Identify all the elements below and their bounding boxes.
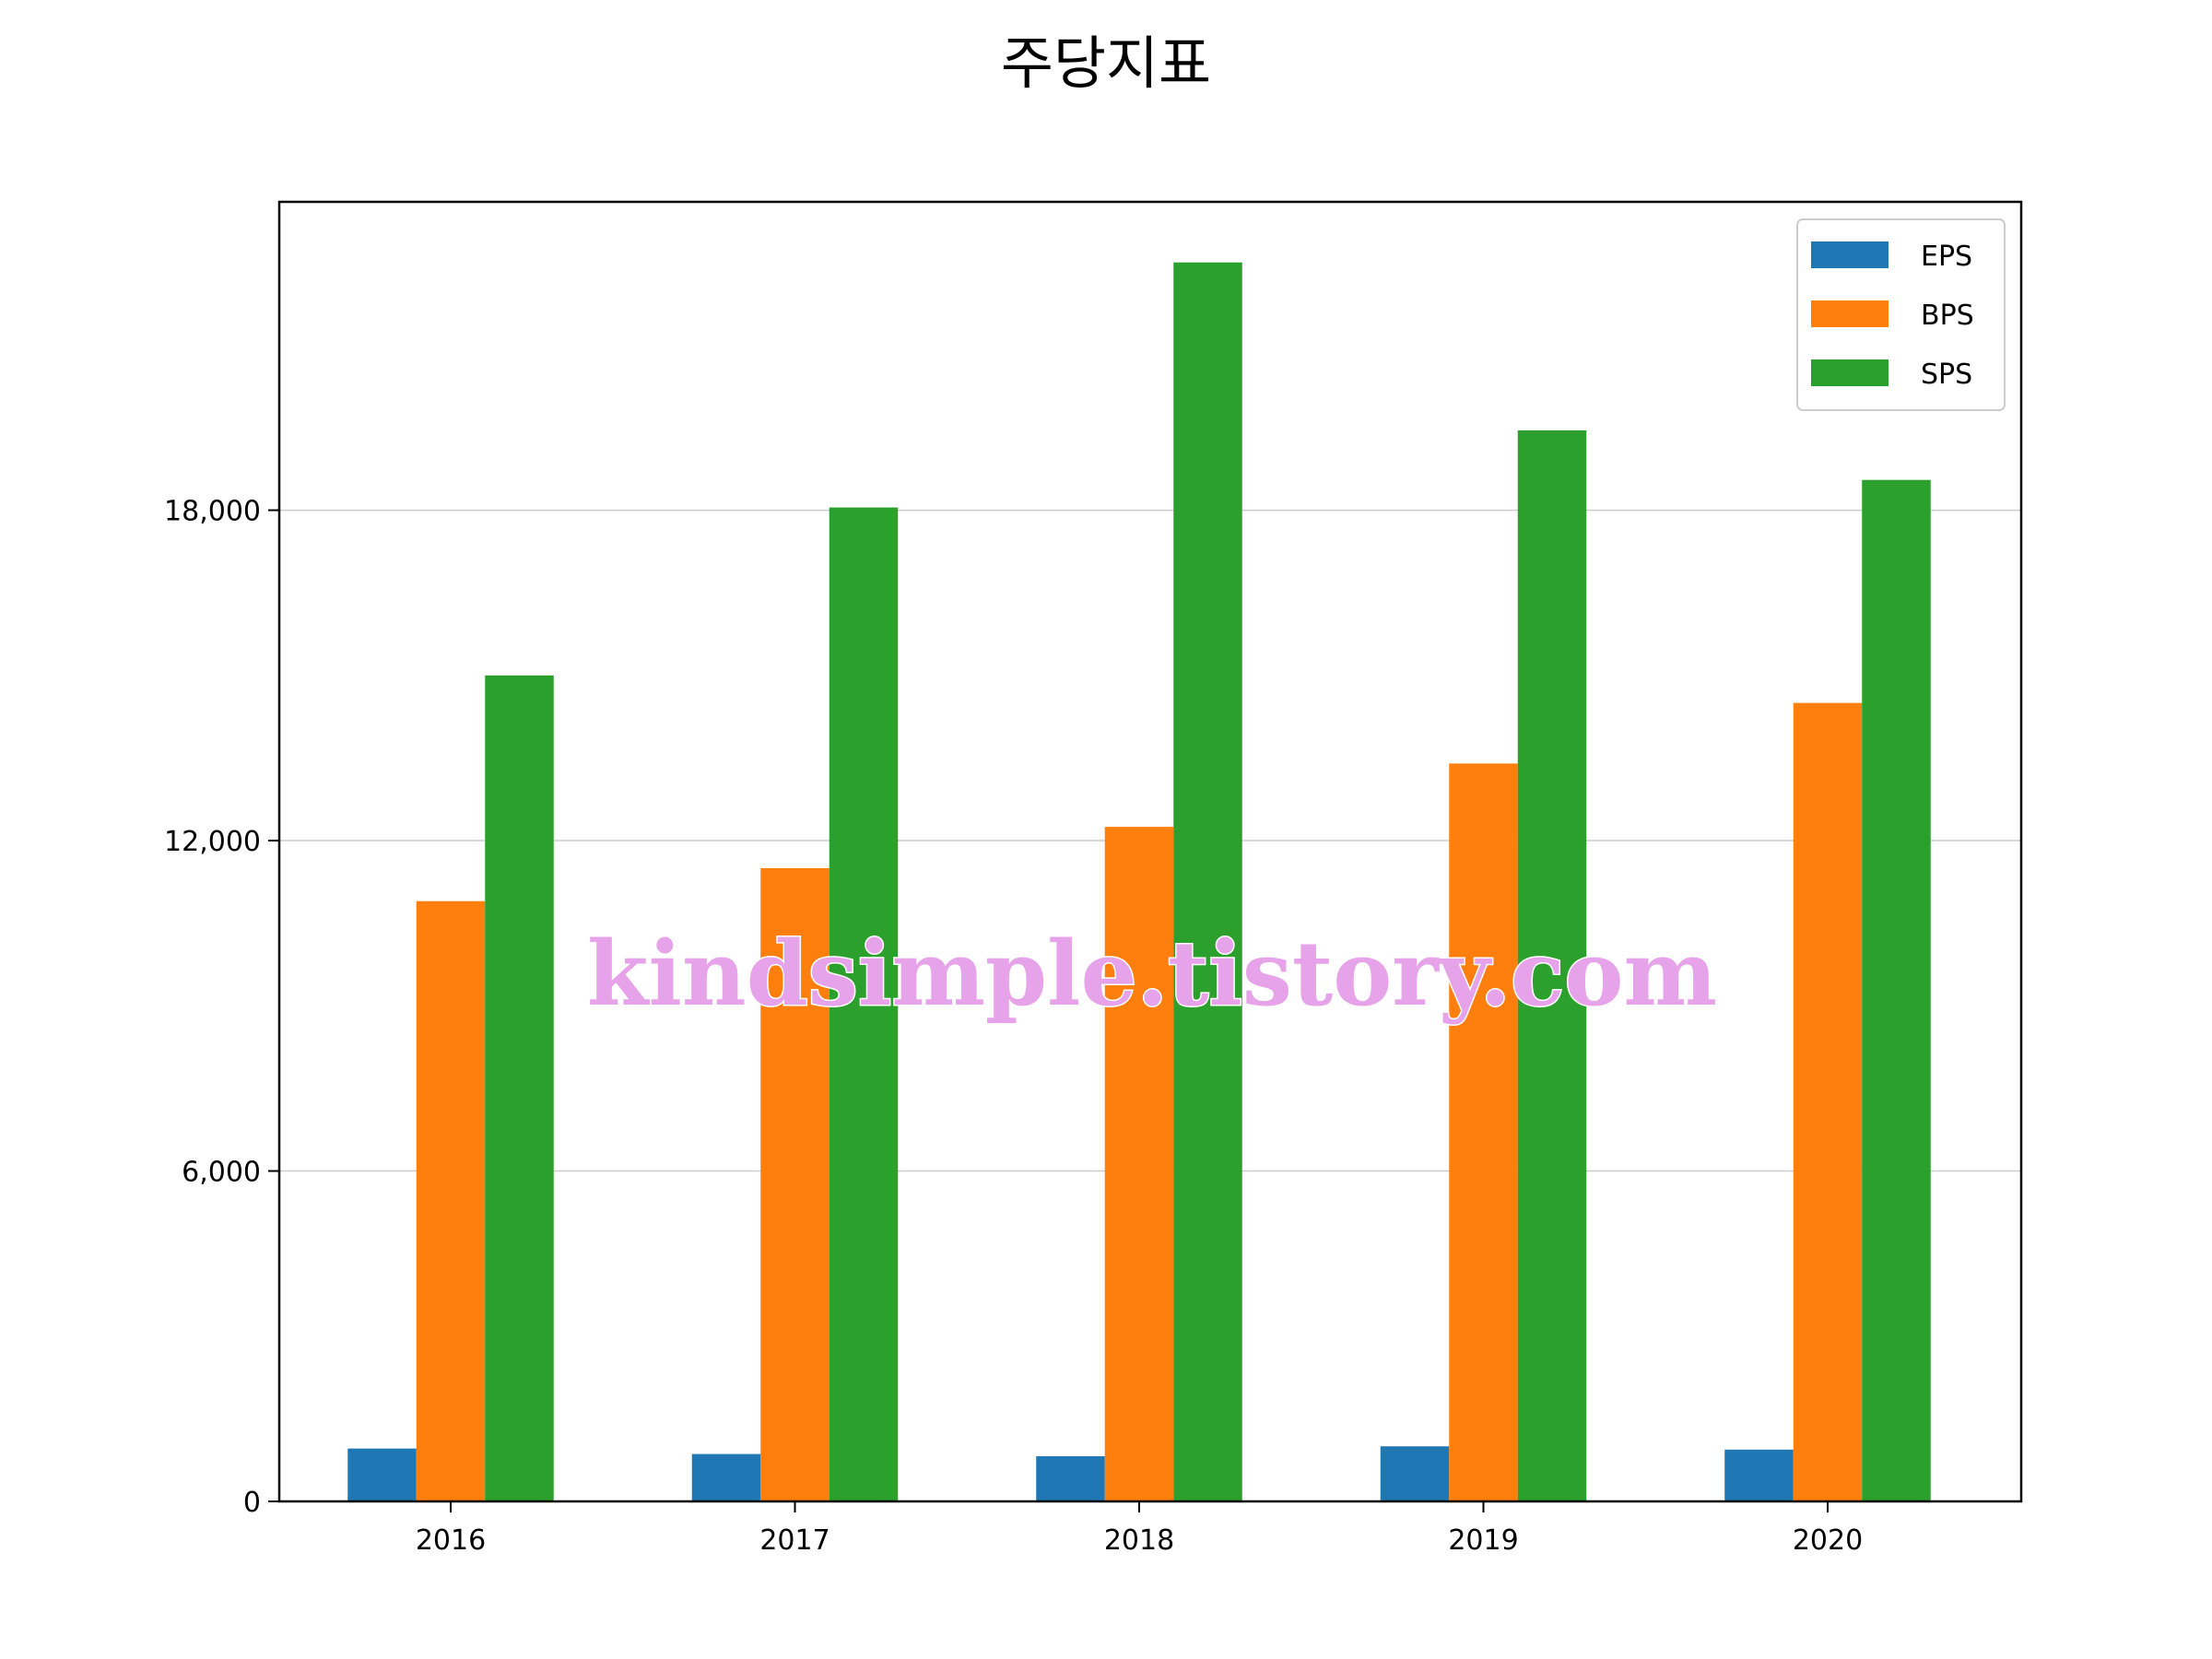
y-tick-label: 6,000 [182,1157,261,1189]
bar-bps-2020 [1793,702,1863,1501]
x-tick-label: 2020 [1793,1524,1863,1557]
x-tick-label: 2017 [759,1524,830,1557]
chart-title: 주당지표 [1001,29,1211,97]
bar-sps-2017 [829,507,899,1501]
bar-eps-2017 [691,1453,761,1501]
watermark-text: kindsimple.tistory.com [587,922,1717,1026]
bar-eps-2016 [347,1448,417,1501]
legend: EPS BPS SPS [1796,218,2006,411]
legend-label-sps: SPS [1921,359,1972,391]
y-tick-label: 0 [243,1487,261,1519]
y-axis-ticks: 0 6,000 12,000 18,000 [164,496,279,1519]
bar-bps-2016 [416,900,486,1501]
legend-swatch-sps [1811,359,1888,386]
bar-eps-2018 [1036,1456,1105,1501]
bar-eps-2019 [1380,1446,1450,1501]
legend-swatch-eps [1811,241,1888,268]
y-tick-label: 12,000 [164,826,261,858]
x-tick-label: 2019 [1448,1524,1518,1557]
x-tick-label: 2018 [1104,1524,1174,1557]
bar-bps-2018 [1104,827,1174,1501]
plot-frame [277,200,2023,1503]
legend-label-eps: EPS [1921,241,1972,273]
legend-label-bps: BPS [1921,300,1974,332]
bar-bps-2017 [760,867,830,1501]
bars [347,262,1931,1502]
y-tick-label: 18,000 [164,496,261,528]
legend-swatch-bps [1811,300,1888,327]
bar-eps-2020 [1724,1449,1794,1501]
bar-bps-2019 [1449,763,1518,1501]
bar-sps-2020 [1862,479,1931,1502]
x-axis-ticks: 2016 2017 2018 2019 2020 [416,1501,1863,1557]
bar-sps-2016 [485,675,554,1501]
bar-sps-2019 [1517,429,1587,1501]
bar-sps-2018 [1173,262,1242,1501]
x-tick-label: 2016 [416,1524,486,1557]
